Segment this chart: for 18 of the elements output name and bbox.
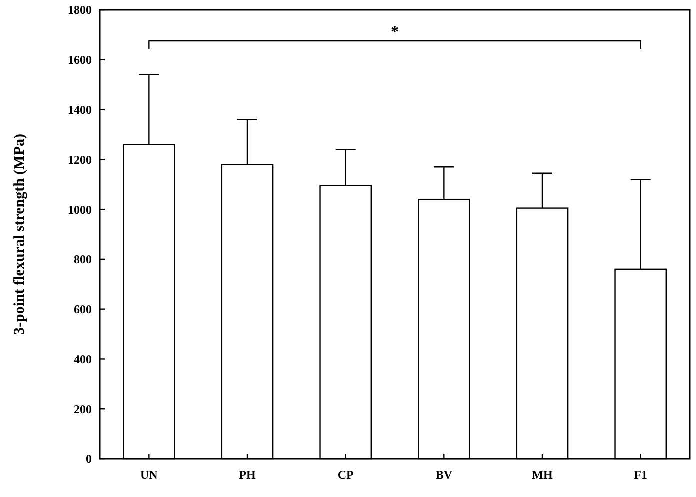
- x-tick-label: BV: [436, 468, 453, 482]
- x-tick-label: PH: [239, 468, 256, 482]
- x-tick-label: F1: [634, 468, 648, 482]
- y-tick-label: 1600: [68, 53, 92, 68]
- y-tick-label: 1200: [68, 152, 92, 167]
- y-tick-label: 1800: [68, 3, 92, 18]
- x-tick-label: MH: [532, 468, 554, 482]
- y-tick-label: 400: [74, 352, 92, 366]
- y-axis-title: 3-point flexural strength (MPa): [12, 134, 28, 335]
- y-tick-label: 1000: [68, 202, 92, 217]
- y-tick-label: 800: [74, 252, 92, 267]
- y-tick-label: 600: [74, 302, 92, 317]
- y-tick-label: 1400: [68, 102, 92, 117]
- x-tick-label: UN: [140, 468, 158, 482]
- y-tick-label: 200: [74, 402, 92, 416]
- annotation: *: [391, 24, 399, 41]
- y-tick-label: 0: [86, 452, 92, 466]
- x-tick-label: CP: [338, 468, 354, 482]
